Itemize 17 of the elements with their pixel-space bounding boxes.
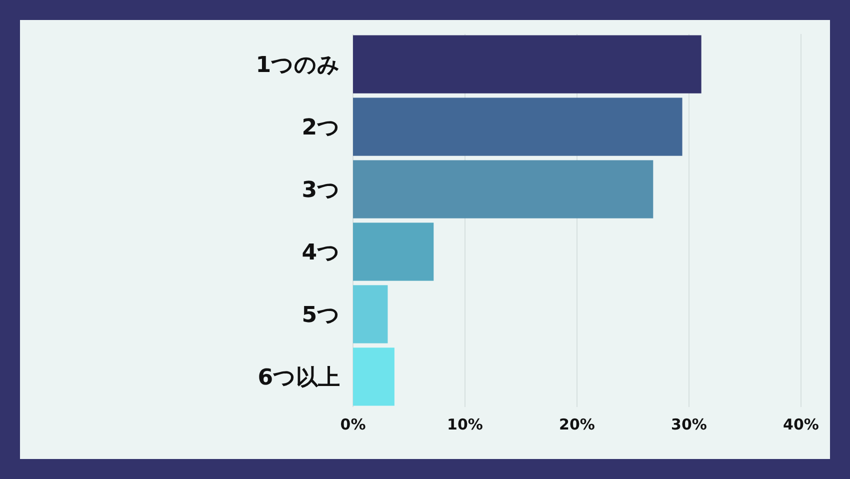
y-tick-label: 3つ xyxy=(302,178,340,203)
bar xyxy=(353,348,394,406)
x-tick-label: 30% xyxy=(671,415,707,434)
bar xyxy=(353,35,702,94)
bar xyxy=(353,98,682,156)
bar xyxy=(353,222,434,281)
x-tick-label: 0% xyxy=(340,415,366,434)
bar xyxy=(353,285,388,344)
x-tick-label: 10% xyxy=(447,415,483,434)
y-tick-label: 5つ xyxy=(302,302,340,328)
x-tick-label: 20% xyxy=(559,415,595,434)
y-tick-label: 2つ xyxy=(302,115,340,140)
y-tick-label: 4つ xyxy=(302,240,340,266)
y-tick-label: 6つ以上 xyxy=(258,365,340,390)
x-tick-label: 40% xyxy=(783,415,819,434)
bar xyxy=(353,160,654,218)
y-tick-label: 1つのみ xyxy=(256,53,340,78)
